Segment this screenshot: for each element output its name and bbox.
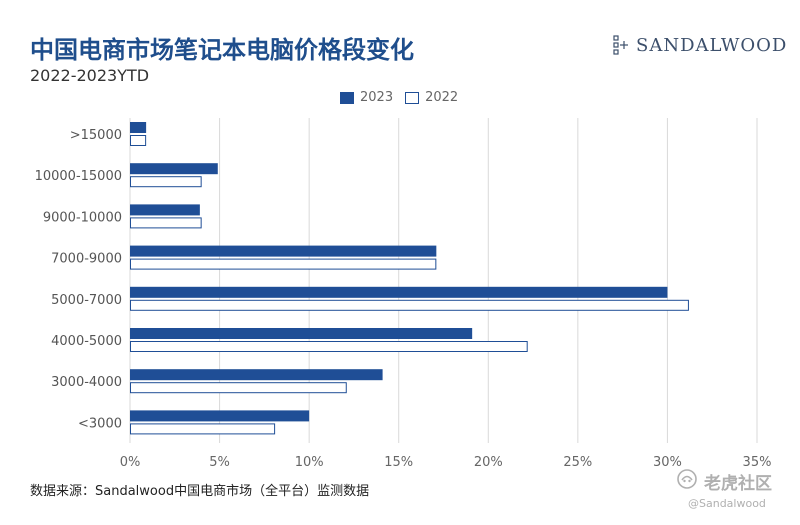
bar-2023 [130, 328, 473, 339]
legend-swatch-2023 [340, 91, 354, 104]
legend-item-2022: 2022 [405, 90, 458, 105]
bar-2022 [130, 135, 147, 146]
tiger-community-icon [676, 468, 698, 495]
bar-2023 [130, 122, 147, 133]
bar-2022 [130, 382, 347, 394]
bar-2022 [130, 423, 276, 435]
brand-logo: SANDALWOOD [612, 34, 787, 56]
bar-2023 [130, 410, 310, 422]
x-tick-label: 35% [743, 455, 772, 470]
y-category-label: 5000-7000 [51, 293, 122, 308]
bar-2022 [130, 299, 689, 311]
data-source-note: 数据来源：Sandalwood中国电商市场（全平台）监测数据 [30, 484, 370, 499]
watermark: 老虎社区 [676, 468, 772, 495]
legend-item-2023: 2023 [340, 90, 393, 105]
chart-legend: 2023 2022 [340, 90, 458, 105]
bar-2023 [130, 286, 668, 298]
bar-2022 [130, 258, 437, 270]
chart-subtitle: 2022-2023YTD [30, 66, 150, 85]
legend-label-2022: 2022 [425, 90, 459, 105]
bar-2023 [130, 204, 200, 216]
bar-2022 [130, 176, 202, 188]
watermark-handle: @Sandalwood [688, 497, 766, 510]
y-category-label: 10000-15000 [35, 169, 122, 184]
brand-name: SANDALWOOD [636, 34, 788, 56]
x-tick-label: 10% [295, 455, 324, 470]
x-tick-label: 15% [384, 455, 413, 470]
watermark-name: 老虎社区 [704, 474, 772, 494]
legend-label-2023: 2023 [360, 90, 394, 105]
y-category-label: 3000-4000 [51, 375, 122, 390]
chart-title: 中国电商市场笔记本电脑价格段变化 [30, 36, 414, 64]
y-category-label: 4000-5000 [51, 334, 122, 349]
legend-swatch-2022 [405, 91, 420, 104]
bar-2022 [130, 341, 528, 352]
x-tick-label: 20% [474, 455, 503, 470]
sandalwood-logo-icon [612, 34, 630, 56]
y-category-label: 9000-10000 [43, 210, 122, 225]
bar-2022 [130, 217, 202, 229]
y-category-label: 7000-9000 [51, 252, 122, 267]
y-category-label: >15000 [70, 128, 122, 143]
x-tick-label: 5% [209, 455, 230, 470]
bar-2023 [130, 245, 437, 257]
x-tick-label: 25% [563, 455, 592, 470]
y-category-label: <3000 [78, 416, 122, 431]
x-tick-label: 0% [120, 455, 141, 470]
bar-2023 [130, 369, 383, 381]
x-tick-label: 30% [653, 455, 682, 470]
bar-2023 [130, 163, 218, 175]
